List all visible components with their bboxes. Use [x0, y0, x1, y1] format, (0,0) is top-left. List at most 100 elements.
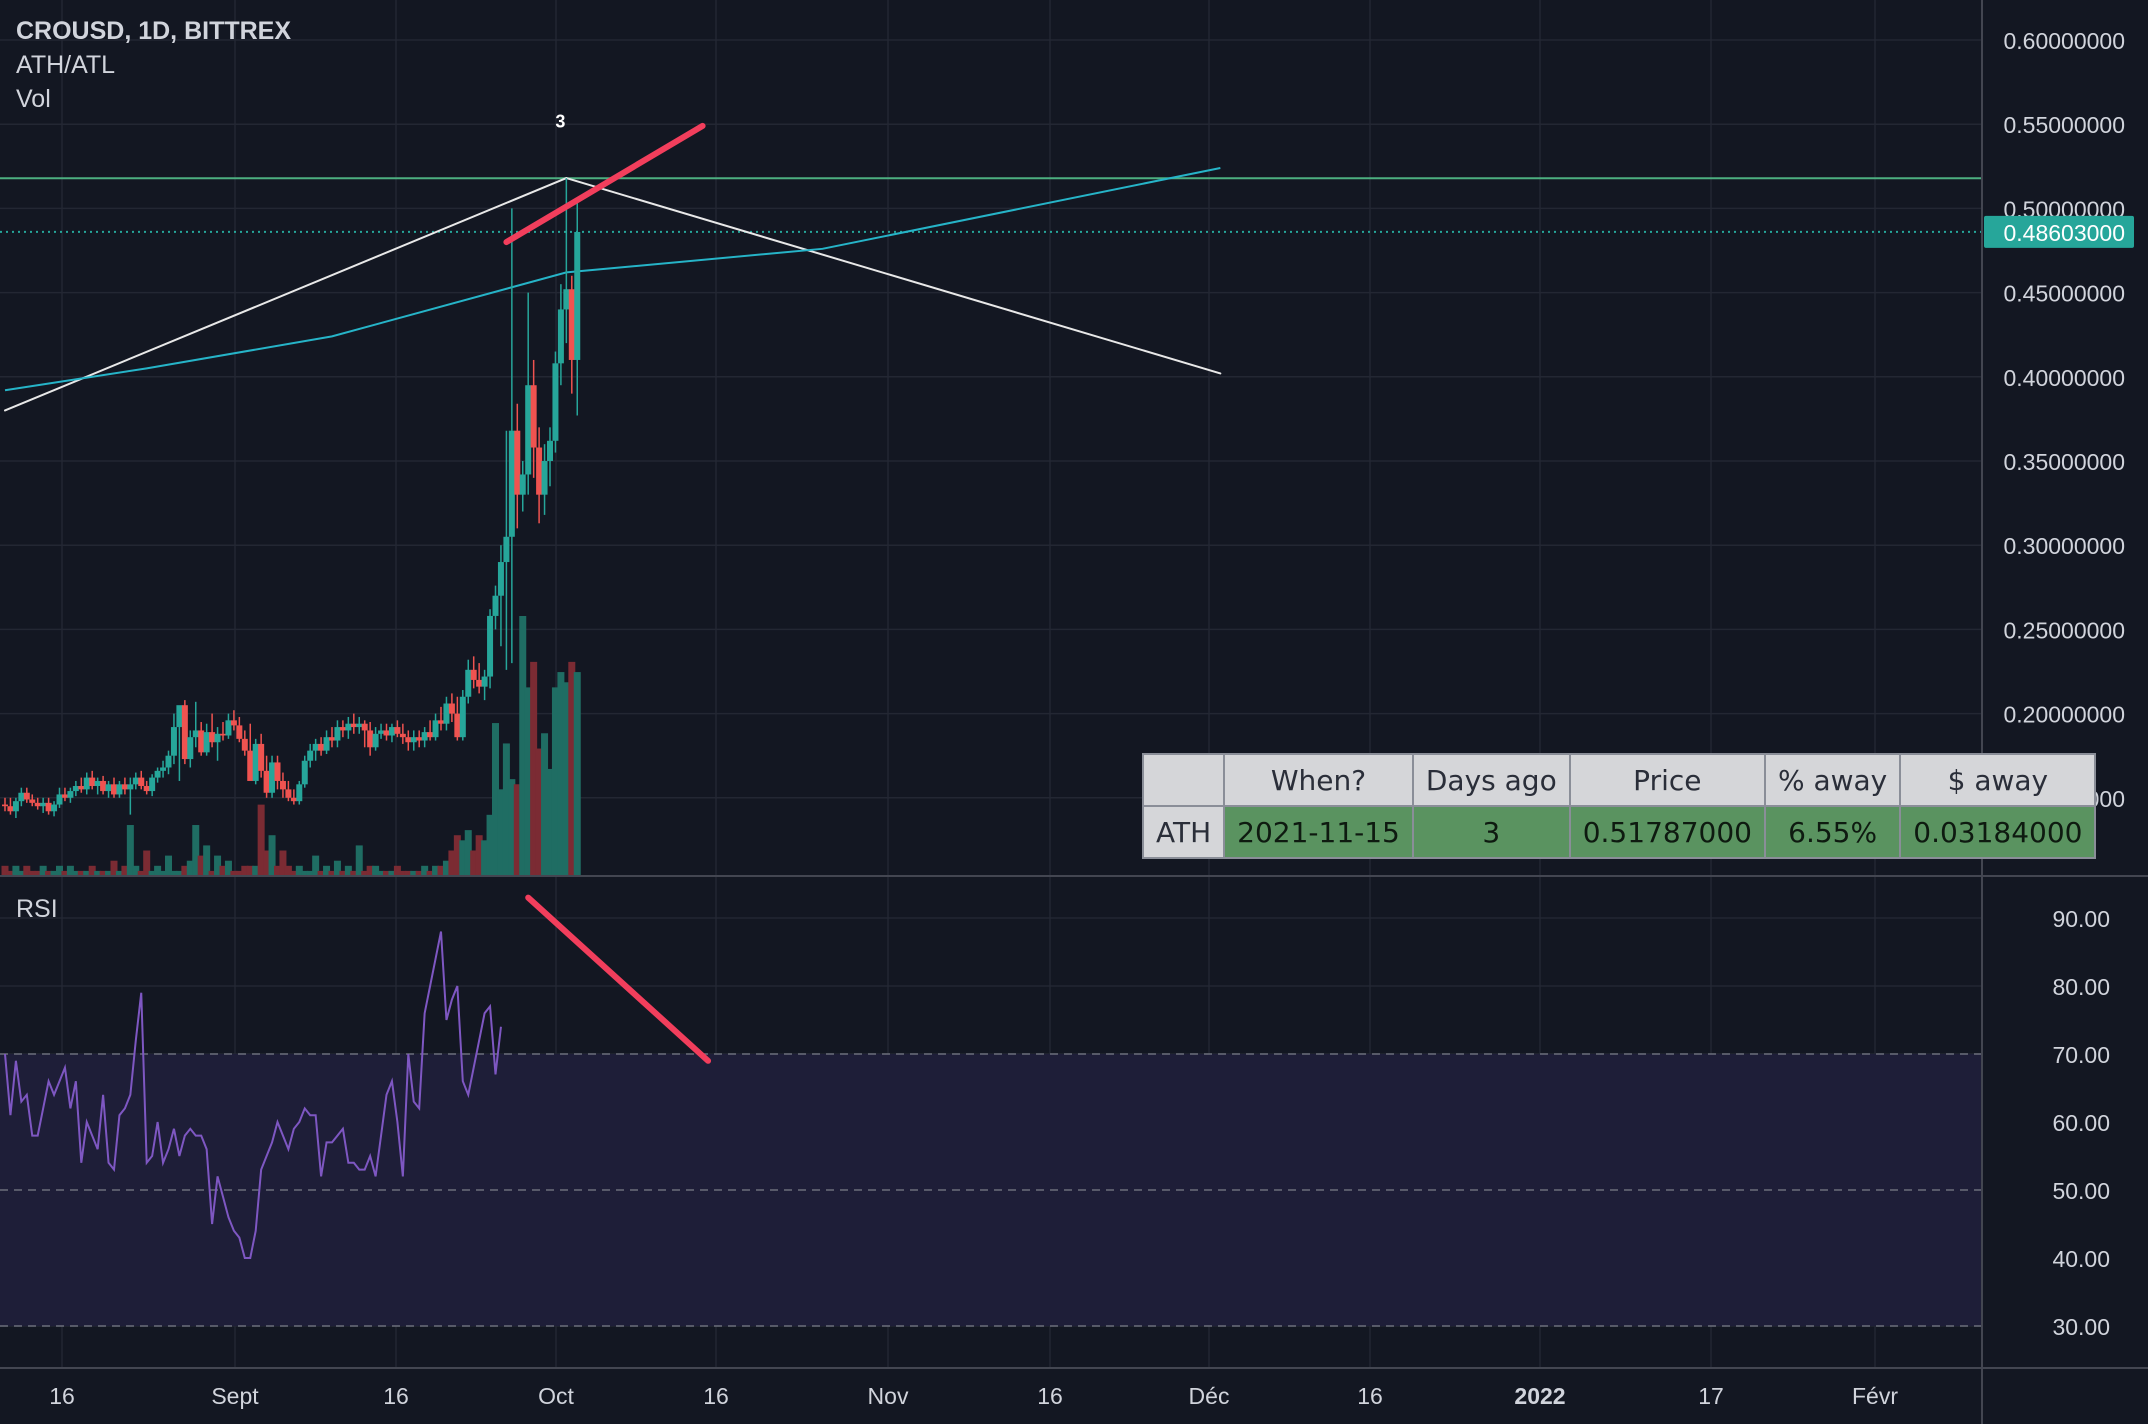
candle-body: [274, 762, 281, 781]
indicator-volume[interactable]: Vol: [16, 85, 51, 113]
volume-bar: [284, 865, 292, 876]
candle-body: [143, 786, 150, 792]
table-header-pct-away: % away: [1763, 753, 1902, 807]
candle-body: [51, 804, 58, 812]
volume-bar: [72, 870, 80, 876]
price-tick-label: 0.45000000: [2003, 281, 2125, 307]
candle-body: [121, 784, 128, 790]
volume-bar: [28, 870, 36, 876]
volume-bar: [372, 865, 380, 876]
volume-bar: [557, 672, 565, 876]
rsi-tick-label: 90.00: [2052, 906, 2110, 932]
volume-bar: [541, 733, 549, 876]
rsi-red-annotation-line: [525, 894, 712, 1064]
candle-body: [312, 743, 319, 751]
volume-bar: [437, 865, 445, 876]
table-cell-usd-away: 0.03184000: [1899, 805, 2097, 859]
volume-bar: [214, 855, 222, 876]
volume-bar: [186, 860, 194, 876]
volume-bar: [383, 870, 390, 876]
candle-body: [198, 730, 205, 753]
candle-body: [165, 755, 172, 768]
candle-body: [399, 733, 406, 738]
volume-bar: [132, 865, 140, 876]
table-header-price: Price: [1568, 753, 1766, 807]
candle-body: [508, 430, 515, 537]
candle-body: [448, 703, 455, 714]
volume-bar: [355, 845, 363, 876]
volume-bar: [546, 768, 554, 876]
volume-bar: [268, 835, 276, 876]
symbol-title[interactable]: CROUSD, 1D, BITTREX: [16, 17, 292, 45]
candle-body: [181, 705, 188, 760]
volume-bar: [197, 855, 205, 876]
rsi-tick-label: 60.00: [2052, 1110, 2110, 1136]
candle-body: [78, 786, 85, 790]
volume-bar: [290, 870, 298, 876]
candle-body: [187, 737, 194, 760]
time-tick-label: 16: [1357, 1383, 1383, 1409]
rsi-tick-label: 30.00: [2052, 1314, 2110, 1340]
volume-bar: [508, 779, 516, 876]
candle-body: [61, 794, 68, 798]
price-tick-label: 0.20000000: [2003, 702, 2125, 728]
candle-body: [557, 309, 564, 364]
volume-bar: [165, 855, 172, 876]
rsi-pane-label[interactable]: RSI: [16, 895, 58, 923]
time-tick-label: 16: [703, 1383, 729, 1409]
candle-body: [443, 703, 450, 724]
candle-body: [383, 730, 390, 736]
candle-body: [481, 676, 488, 687]
candle-body: [2, 804, 8, 807]
volume-bar: [421, 865, 429, 876]
volume-bar: [492, 723, 499, 876]
candle-body: [230, 720, 237, 726]
candle-body: [307, 750, 314, 761]
candle-body: [378, 730, 385, 734]
candle-body: [23, 792, 30, 800]
volume-bar: [126, 825, 134, 876]
candle-body: [56, 794, 63, 805]
candle-body: [416, 737, 423, 741]
volume-bar: [486, 814, 494, 876]
rsi-tick-label: 80.00: [2052, 974, 2110, 1000]
price-tick-label: 0.60000000: [2003, 28, 2125, 54]
overlay-lines: [0, 167, 1982, 412]
volume-bar: [192, 825, 200, 876]
volume-bar: [388, 870, 396, 876]
white-trendline: [565, 177, 1222, 375]
volume-bar: [170, 870, 178, 876]
volume-bar: [524, 687, 532, 876]
candle-body: [296, 784, 303, 802]
candle-body: [290, 797, 297, 802]
table-header-row: When? Days ago Price % away $ away: [1141, 753, 2097, 807]
table-header-days-ago: Days ago: [1411, 753, 1571, 807]
volume-bar: [257, 804, 265, 876]
time-tick-label: Oct: [538, 1383, 574, 1409]
candle-body: [138, 777, 145, 787]
price-tick-label: 0.35000000: [2003, 449, 2125, 475]
volume-bar: [464, 830, 472, 876]
table-cell-when: 2021-11-15: [1223, 805, 1414, 859]
candle-body: [209, 732, 216, 743]
volume-bar: [1, 865, 9, 876]
volume-bar: [459, 840, 467, 876]
volume-bar: [502, 743, 510, 876]
indicator-ath-atl[interactable]: ATH/ATL: [16, 51, 116, 79]
candle-body: [525, 385, 532, 475]
volume-bar: [115, 870, 123, 876]
volume-bar: [442, 860, 450, 876]
candle-body: [132, 777, 139, 785]
volume-bar: [99, 870, 107, 876]
candle-body: [170, 727, 177, 756]
volume-bar: [203, 845, 211, 876]
rsi-line: [4, 931, 502, 1259]
table-cell-price: 0.51787000: [1568, 805, 1766, 859]
candle-body: [40, 802, 47, 807]
candle-body: [519, 474, 526, 495]
candle-body: [503, 536, 510, 563]
volume-bar: [88, 865, 96, 876]
table-header-usd-away: $ away: [1899, 753, 2097, 807]
time-tick-label: 16: [383, 1383, 409, 1409]
